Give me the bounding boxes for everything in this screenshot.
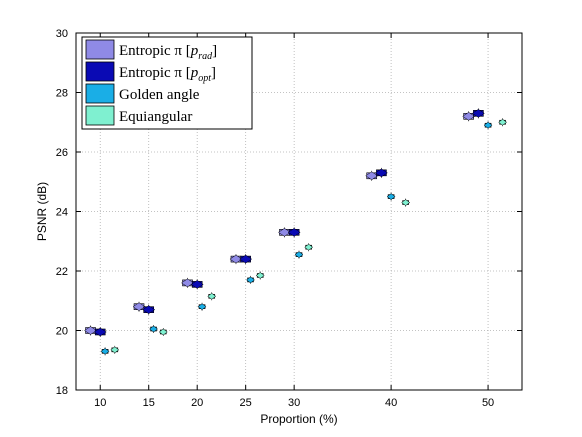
data-point	[287, 227, 301, 238]
median-marker	[207, 292, 217, 300]
data-point	[374, 167, 388, 178]
median-marker	[386, 193, 396, 200]
data-point	[190, 279, 204, 290]
median-marker	[294, 251, 304, 258]
y-tick-label: 22	[56, 266, 68, 278]
x-tick-label: 25	[240, 397, 252, 409]
x-tick-label: 20	[191, 397, 203, 409]
legend-entry: Golden angle	[119, 87, 200, 103]
data-point	[462, 111, 476, 122]
median-marker	[401, 199, 411, 206]
data-point	[498, 118, 508, 127]
axis-ticks: 10 15 20 25 30 40 50 18 20 22 24 26 28 30	[56, 28, 522, 409]
median-marker	[255, 272, 265, 279]
x-tick-label: 10	[94, 397, 106, 409]
data-point	[401, 198, 411, 207]
data-point	[149, 325, 158, 334]
x-tick-label: 40	[385, 397, 397, 409]
data-point	[386, 192, 396, 201]
median-marker	[149, 325, 158, 333]
data-point	[471, 108, 485, 119]
median-marker	[197, 303, 207, 311]
legend-entry: Entropic π [popt]	[119, 65, 216, 84]
data-point	[246, 275, 255, 284]
legend-entry: Equiangular	[119, 109, 192, 125]
data-point	[255, 271, 265, 280]
y-tick-label: 24	[56, 207, 68, 219]
median-marker	[374, 168, 388, 178]
median-marker	[483, 121, 493, 129]
y-tick-label: 30	[56, 28, 68, 40]
data-point	[239, 254, 253, 265]
median-marker	[142, 305, 156, 314]
legend-swatch	[85, 39, 115, 60]
median-marker	[239, 254, 253, 264]
y-axis-label: PSNR (dB)	[35, 182, 49, 241]
y-tick-label: 26	[56, 147, 68, 159]
legend-swatch	[85, 105, 115, 126]
median-marker	[110, 346, 120, 354]
data-point	[304, 243, 314, 252]
legend-swatch	[85, 83, 115, 104]
median-marker	[190, 280, 204, 289]
data-point	[84, 325, 97, 336]
median-marker	[246, 276, 255, 284]
median-marker	[304, 243, 314, 251]
data-point	[197, 302, 207, 311]
data-point	[207, 292, 217, 301]
data-point	[181, 277, 194, 288]
median-marker	[93, 327, 107, 337]
x-tick-label: 15	[143, 397, 155, 409]
median-marker	[471, 109, 485, 118]
legend: Entropic π [prad] Entropic π [popt] Golden…	[81, 36, 253, 130]
x-tick-label: 30	[288, 397, 300, 409]
x-tick-label: 50	[482, 397, 494, 409]
data-point	[483, 121, 493, 130]
data-point	[100, 347, 110, 356]
data-point	[294, 250, 304, 259]
y-tick-label: 20	[56, 326, 68, 338]
median-marker	[100, 348, 110, 355]
data-point	[142, 304, 156, 315]
median-marker	[158, 328, 168, 336]
x-axis-label: Proportion (%)	[260, 412, 337, 426]
y-tick-label: 28	[56, 88, 68, 100]
legend-swatch	[85, 61, 115, 82]
data-marks	[84, 108, 508, 356]
y-tick-label: 18	[56, 385, 68, 397]
data-point	[158, 327, 168, 336]
data-point	[110, 345, 120, 354]
median-marker	[498, 118, 508, 126]
data-point	[93, 326, 107, 337]
median-marker	[287, 228, 301, 237]
legend-entry: Entropic π [prad]	[119, 43, 217, 62]
